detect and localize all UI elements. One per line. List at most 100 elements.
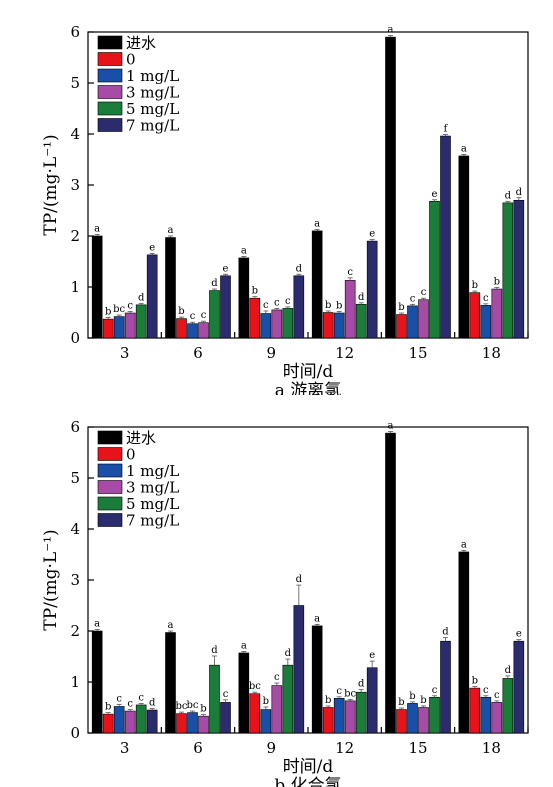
y-tick-label: 3 bbox=[70, 571, 80, 589]
y-tick-label: 5 bbox=[70, 74, 80, 92]
significance-label: b bbox=[200, 704, 206, 715]
legend-label: 7 mg/L bbox=[126, 117, 179, 135]
legend-label: 0 bbox=[126, 446, 136, 464]
significance-label: a bbox=[241, 245, 247, 256]
bar bbox=[396, 709, 407, 734]
y-tick-label: 6 bbox=[70, 23, 80, 41]
y-tick-label: 5 bbox=[70, 469, 80, 487]
significance-label: c bbox=[190, 311, 196, 322]
bar bbox=[165, 237, 176, 339]
significance-label: c bbox=[432, 685, 438, 696]
significance-label: c bbox=[223, 689, 229, 700]
panel-subtitle: b 化合氯 bbox=[274, 776, 341, 787]
legend-swatch bbox=[97, 68, 123, 83]
significance-label: b bbox=[420, 695, 426, 706]
significance-label: d bbox=[358, 679, 365, 690]
bar bbox=[491, 288, 503, 339]
legend-swatch bbox=[97, 101, 123, 116]
x-tick-label: 9 bbox=[267, 739, 277, 757]
bar bbox=[440, 135, 451, 339]
significance-label: a bbox=[388, 25, 394, 36]
significance-label: bc bbox=[175, 701, 187, 712]
bar bbox=[385, 36, 396, 339]
bar bbox=[344, 280, 356, 339]
legend-label: 1 mg/L bbox=[126, 67, 179, 85]
bar bbox=[209, 290, 220, 339]
bar bbox=[249, 693, 261, 734]
bar bbox=[198, 715, 209, 734]
legend-label: 1 mg/L bbox=[126, 462, 179, 480]
significance-label: d bbox=[285, 648, 292, 659]
bar bbox=[502, 678, 514, 734]
legend-swatch bbox=[97, 513, 123, 527]
legend-label: 0 bbox=[126, 51, 136, 69]
significance-label: b bbox=[252, 286, 258, 297]
x-tick-label: 18 bbox=[482, 344, 501, 362]
bar bbox=[513, 200, 525, 339]
bar bbox=[418, 707, 429, 734]
bar bbox=[124, 312, 136, 339]
bar bbox=[429, 201, 440, 339]
significance-label: a bbox=[241, 640, 247, 651]
significance-label: c bbox=[336, 686, 342, 697]
significance-label: c bbox=[285, 296, 291, 307]
x-tick-label: 12 bbox=[335, 739, 354, 757]
significance-label: b bbox=[325, 300, 331, 311]
legend-label: 进水 bbox=[126, 429, 156, 447]
legend-swatch bbox=[97, 447, 123, 461]
significance-label: e bbox=[516, 629, 522, 640]
significance-label: b bbox=[409, 691, 415, 702]
bar bbox=[333, 312, 345, 339]
significance-label: b bbox=[263, 696, 269, 707]
significance-label: c bbox=[127, 300, 133, 311]
significance-label: e bbox=[432, 189, 438, 200]
legend-swatch bbox=[97, 85, 123, 99]
bar bbox=[249, 297, 261, 339]
bar bbox=[135, 304, 147, 339]
legend-label: 5 mg/L bbox=[126, 495, 179, 513]
significance-label: b bbox=[472, 280, 478, 291]
bar bbox=[344, 700, 356, 734]
bar bbox=[220, 702, 231, 734]
legend-swatch bbox=[97, 463, 123, 478]
bar bbox=[491, 702, 503, 734]
bar bbox=[480, 305, 492, 339]
x-tick-label: 3 bbox=[120, 344, 130, 362]
bar bbox=[187, 323, 198, 339]
y-tick-label: 0 bbox=[70, 724, 80, 742]
significance-label: e bbox=[149, 242, 155, 253]
significance-label: a bbox=[388, 421, 394, 432]
bar bbox=[146, 709, 158, 734]
significance-label: b bbox=[336, 300, 342, 311]
y-tick-label: 1 bbox=[70, 673, 80, 691]
bar bbox=[271, 309, 283, 339]
bar bbox=[322, 312, 334, 339]
significance-label: c bbox=[494, 690, 500, 701]
legend-label: 7 mg/L bbox=[126, 512, 179, 530]
legend-label: 进水 bbox=[126, 34, 156, 52]
significance-label: d bbox=[442, 627, 449, 638]
bar bbox=[333, 698, 345, 734]
bar bbox=[366, 240, 378, 339]
legend-swatch bbox=[97, 496, 123, 511]
significance-label: b bbox=[398, 697, 404, 708]
legend-label: 3 mg/L bbox=[126, 84, 179, 102]
significance-label: d bbox=[296, 574, 303, 585]
bar bbox=[458, 551, 470, 734]
bar bbox=[355, 304, 367, 339]
significance-label: d bbox=[505, 665, 512, 676]
significance-label: b bbox=[472, 676, 478, 687]
significance-label: b bbox=[398, 302, 404, 313]
y-tick-label: 6 bbox=[70, 418, 80, 436]
significance-label: a bbox=[461, 539, 467, 550]
significance-label: a bbox=[94, 618, 100, 629]
bar bbox=[502, 202, 514, 339]
bar bbox=[429, 696, 440, 734]
significance-label: bc bbox=[249, 681, 261, 692]
bar bbox=[220, 275, 231, 339]
significance-label: c bbox=[483, 685, 489, 696]
bar bbox=[311, 625, 323, 734]
bar bbox=[396, 314, 407, 339]
bar bbox=[135, 704, 147, 734]
legend-swatch bbox=[97, 118, 123, 132]
